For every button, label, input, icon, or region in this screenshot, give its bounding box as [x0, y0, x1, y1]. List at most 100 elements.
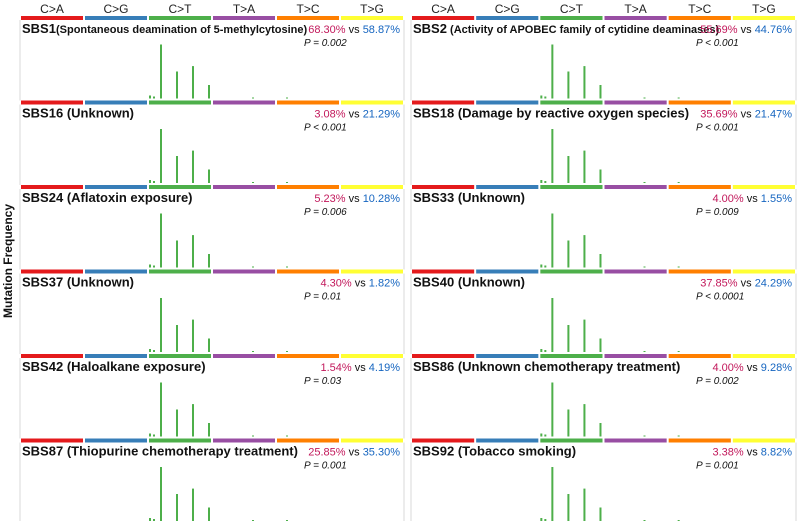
signature-title: SBS24 (Aflatoxin exposure): [22, 190, 193, 205]
p-value: P < 0.001: [696, 123, 739, 134]
mutation-type-bar: [213, 438, 275, 443]
c-to-t-bar: [160, 44, 162, 99]
c-to-t-bar: [551, 298, 554, 352]
residual-bar: [544, 519, 547, 521]
signature-panel-sbs87: SBS87 (Thiopurine chemotherapy treatment…: [19, 442, 405, 521]
comparison-values: 35.69% vs 21.47%: [700, 109, 792, 121]
c-to-t-bar: [160, 213, 162, 268]
mutation-type-bar: [213, 185, 275, 189]
c-to-t-bar: [192, 150, 194, 183]
p-value: P = 0.001: [304, 461, 347, 472]
mutation-type-bar: [277, 100, 339, 105]
c-to-t-bar: [583, 488, 586, 521]
mutation-type-label: C>G: [495, 2, 520, 16]
signature-title: SBS40 (Unknown): [413, 275, 525, 290]
mutation-type-bar: [412, 354, 475, 358]
c-to-t-bar: [192, 319, 194, 352]
mutation-type-bar: [668, 185, 731, 189]
mutation-type-label: T>G: [752, 2, 776, 16]
residual-bar: [153, 434, 155, 437]
c-to-t-bar: [583, 319, 586, 352]
residual-bar: [252, 435, 254, 437]
residual-bar: [252, 97, 254, 99]
mutation-type-bar: [412, 438, 475, 443]
residual-bar: [153, 519, 155, 521]
mutation-type-bar: [21, 100, 83, 105]
residual-bar: [252, 351, 254, 352]
mutation-type-bar: [341, 16, 403, 20]
residual-bar: [677, 97, 680, 99]
mutation-type-bar: [412, 100, 475, 105]
mutation-type-bar: [732, 438, 795, 443]
c-to-t-bar: [567, 494, 570, 521]
signature-title: SBS1(Spontaneous deamination of 5-methyl…: [22, 21, 308, 36]
residual-bar: [149, 264, 151, 268]
c-to-t-bar: [160, 298, 162, 352]
signature-panel-sbs40: SBS40 (Unknown) 37.85% vs 24.29% P < 0.000…: [410, 273, 797, 358]
p-value: P = 0.01: [304, 292, 341, 303]
c-to-t-bar: [176, 71, 178, 99]
comparison-values: 4.30% vs 1.82%: [320, 278, 400, 290]
mutation-type-label: C>A: [40, 2, 64, 16]
signature-panel-sbs86: SBS86 (Unknown chemotherapy treatment) 4.…: [410, 358, 797, 443]
mutation-type-bar: [732, 354, 795, 358]
p-value: P < 0.001: [696, 38, 739, 49]
c-to-t-bar: [208, 85, 210, 99]
c-to-t-bar: [551, 467, 554, 521]
comparison-values: 5.23% vs 10.28%: [314, 193, 400, 205]
residual-bar: [544, 265, 547, 268]
mutation-type-bar: [149, 16, 211, 20]
signature-title: SBS87 (Thiopurine chemotherapy treatment…: [22, 444, 298, 459]
p-value: P = 0.03: [304, 376, 342, 387]
p-value: P = 0.009: [696, 207, 739, 218]
c-to-t-bar: [192, 235, 194, 268]
residual-bar: [643, 266, 646, 268]
c-to-t-bar: [551, 129, 554, 183]
residual-bar: [677, 351, 680, 352]
comparison-values: 3.38% vs 8.82%: [712, 447, 792, 459]
mutation-type-label: T>A: [233, 2, 255, 16]
mutation-type-bar: [604, 16, 667, 20]
mutation-type-bar: [21, 16, 83, 20]
residual-bar: [153, 350, 155, 352]
mutation-type-bar: [668, 100, 731, 105]
mutation-type-bar: [213, 354, 275, 358]
mutation-type-label: T>A: [624, 2, 646, 16]
c-to-t-bar: [192, 488, 194, 521]
residual-bar: [544, 350, 547, 352]
signature-title: SBS86 (Unknown chemotherapy treatment): [413, 359, 680, 374]
mutation-type-bar: [540, 438, 603, 443]
c-to-t-bar: [176, 325, 178, 352]
c-to-t-bar: [567, 71, 570, 99]
residual-bar: [540, 349, 543, 352]
comparison-values: 55.69% vs 44.76%: [700, 24, 792, 36]
c-to-t-bar: [160, 467, 162, 521]
mutation-type-bar: [668, 438, 731, 443]
p-value: P < 0.0001: [696, 292, 744, 303]
residual-bar: [149, 433, 151, 437]
signature-title: SBS92 (Tobacco smoking): [413, 444, 576, 459]
residual-bar: [544, 434, 547, 437]
signature-title: SBS42 (Haloalkane exposure): [22, 359, 206, 374]
mutation-type-bar: [149, 438, 211, 443]
p-value: P = 0.001: [696, 461, 739, 472]
comparison-values: 1.54% vs 4.19%: [320, 362, 400, 374]
mutation-type-bar: [21, 269, 83, 274]
c-to-t-bar: [551, 382, 554, 437]
c-to-t-bar: [567, 156, 570, 183]
mutation-type-bar: [341, 438, 403, 443]
comparison-values: 4.00% vs 9.28%: [712, 362, 792, 374]
c-to-t-bar: [176, 240, 178, 268]
signature-title: SBS2 (Activity of APOBEC family of cytid…: [413, 21, 720, 36]
mutation-type-bar: [604, 354, 667, 358]
residual-bar: [677, 435, 680, 437]
residual-bar: [544, 96, 547, 99]
mutation-type-bar: [85, 185, 147, 189]
mutation-type-bar: [476, 100, 539, 105]
mutation-type-bar: [604, 438, 667, 443]
c-to-t-bar: [599, 423, 602, 437]
mutation-type-bar: [21, 354, 83, 358]
residual-bar: [540, 518, 543, 521]
signature-panel-sbs18: SBS18 (Damage by reactive oxygen species…: [410, 104, 797, 189]
c-to-t-bar: [567, 325, 570, 352]
